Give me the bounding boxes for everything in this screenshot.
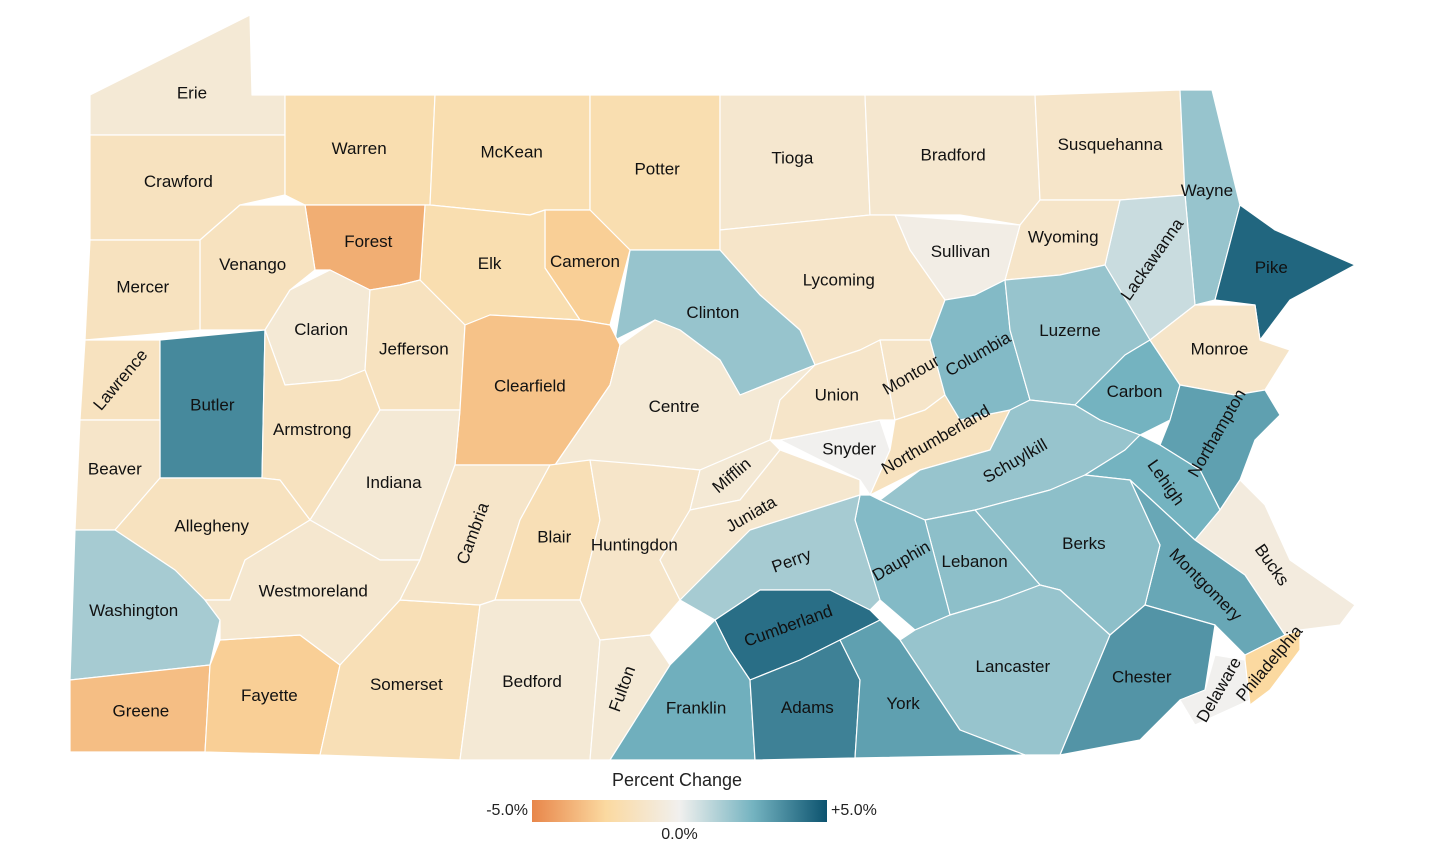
county-label: McKean [481, 142, 543, 161]
county-label: York [886, 694, 920, 713]
county-label: Allegheny [174, 516, 249, 535]
county-label: Blair [537, 527, 571, 546]
county-label: Carbon [1107, 382, 1163, 401]
county-label: Elk [478, 254, 502, 273]
county-label: Forest [344, 232, 392, 251]
county [769, 339, 896, 441]
county [1214, 204, 1356, 341]
county-label: Clinton [686, 303, 739, 322]
county-label: Washington [89, 601, 178, 620]
county-label: Snyder [822, 439, 876, 458]
county-label: Somerset [370, 675, 443, 694]
county-label: Lebanon [941, 552, 1007, 571]
county-label: Susquehanna [1058, 135, 1163, 154]
county-label: Franklin [666, 698, 726, 717]
county-label: Wayne [1181, 181, 1233, 200]
county-label: Tioga [771, 149, 813, 168]
county-label: Armstrong [273, 420, 351, 439]
county-label: Westmoreland [259, 582, 368, 601]
county-label: Monroe [1191, 340, 1249, 359]
county-label: Bedford [502, 672, 562, 691]
counties [69, 14, 1356, 761]
county-label: Lancaster [976, 657, 1051, 676]
county-label: Clearfield [494, 377, 566, 396]
county [839, 619, 1026, 759]
county-label: Chester [1112, 668, 1172, 687]
county-label: Clarion [294, 320, 348, 339]
county-label: Adams [781, 698, 834, 717]
county-label: Sullivan [931, 242, 991, 261]
county [84, 239, 201, 341]
county-label: Union [815, 385, 859, 404]
county-label: Erie [177, 83, 207, 102]
county-label: Luzerne [1039, 321, 1100, 340]
legend: Percent Change -5.0% 0.0% +5.0% [486, 770, 877, 843]
county-label: Jefferson [379, 339, 449, 358]
county-label: Warren [332, 139, 387, 158]
legend-title: Percent Change [612, 770, 742, 790]
county-label: Pike [1255, 258, 1288, 277]
county-label: Centre [649, 397, 700, 416]
county-label: Butler [190, 396, 235, 415]
county [204, 519, 421, 666]
county-label: Crawford [144, 172, 213, 191]
county [1244, 629, 1301, 706]
county-label: Huntingdon [591, 535, 678, 554]
legend-tick-label: 0.0% [661, 826, 697, 843]
county-label: Cameron [550, 252, 620, 271]
legend-tick-label: +5.0% [831, 802, 877, 819]
county-label: Bradford [921, 145, 986, 164]
county-label: Greene [113, 701, 170, 720]
county-label: Indiana [366, 473, 422, 492]
county-label: Mercer [116, 277, 169, 296]
county-label: Beaver [88, 460, 142, 479]
county-label: Fayette [241, 686, 298, 705]
legend-tick-label: -5.0% [486, 802, 528, 819]
county-label: Lycoming [803, 270, 875, 289]
county-label: Berks [1062, 534, 1105, 553]
county-label: Potter [634, 159, 680, 178]
legend-bar [532, 800, 827, 822]
county [89, 14, 286, 136]
county-label: Venango [219, 255, 286, 274]
county-label: Wyoming [1028, 228, 1099, 247]
